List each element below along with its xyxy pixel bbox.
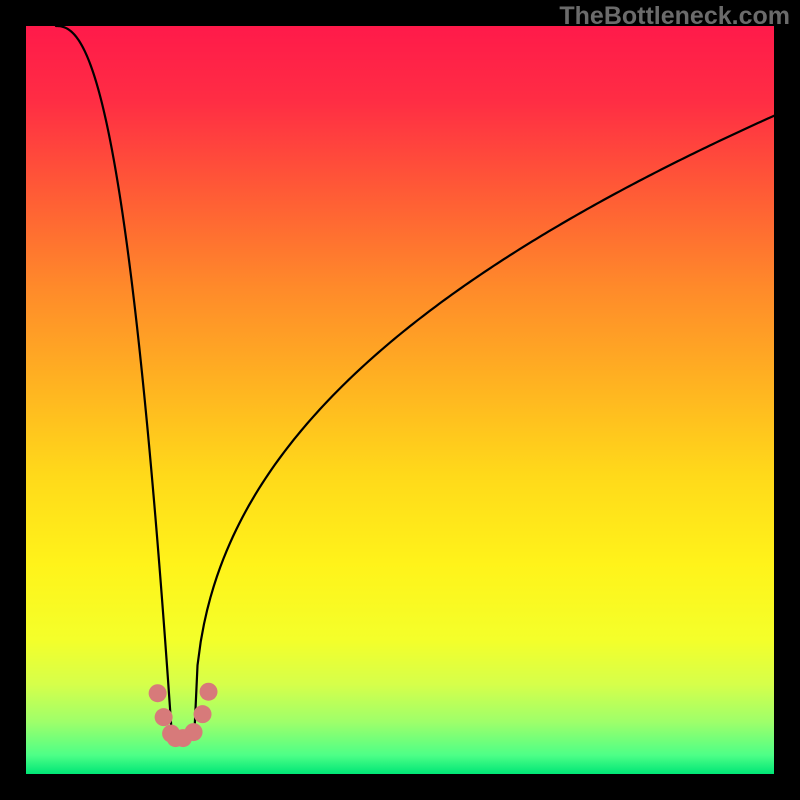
minimum-marker <box>200 683 218 701</box>
minimum-marker <box>194 705 212 723</box>
watermark-text: TheBottleneck.com <box>559 2 790 31</box>
minimum-marker <box>185 723 203 741</box>
curve-layer <box>26 26 774 774</box>
bottleneck-curve-left <box>56 26 172 735</box>
bottleneck-curve-right <box>194 116 774 735</box>
plot-area <box>26 26 774 774</box>
minimum-marker <box>149 684 167 702</box>
minimum-marker <box>155 708 173 726</box>
minimum-marker-group <box>149 683 218 747</box>
